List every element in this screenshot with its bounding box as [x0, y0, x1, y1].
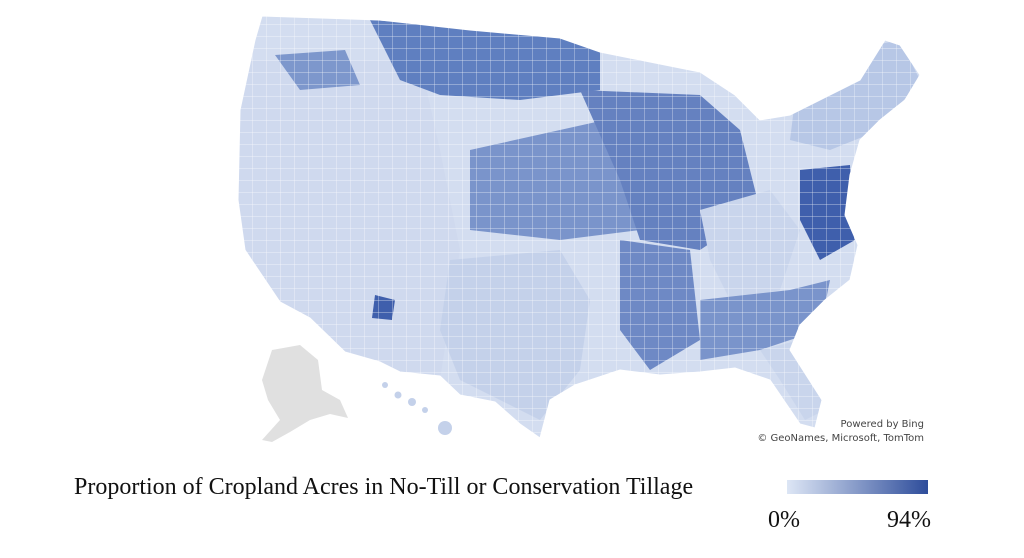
- attribution-powered-by: Powered by Bing: [840, 419, 924, 430]
- map-title: Proportion of Cropland Acres in No-Till …: [74, 474, 694, 500]
- attribution-sources: © GeoNames, Microsoft, TomTom: [757, 433, 924, 444]
- legend-min-label: 0%: [768, 507, 800, 533]
- choropleth-map: [237, 15, 921, 442]
- legend-gradient-bar: [787, 480, 928, 494]
- alaska-region: [262, 345, 348, 442]
- conus-region: [238, 16, 920, 438]
- county-grid: [238, 16, 920, 438]
- legend-max-label: 94%: [887, 507, 931, 533]
- hawaii-region: [382, 382, 452, 435]
- conus-outline: [237, 15, 921, 439]
